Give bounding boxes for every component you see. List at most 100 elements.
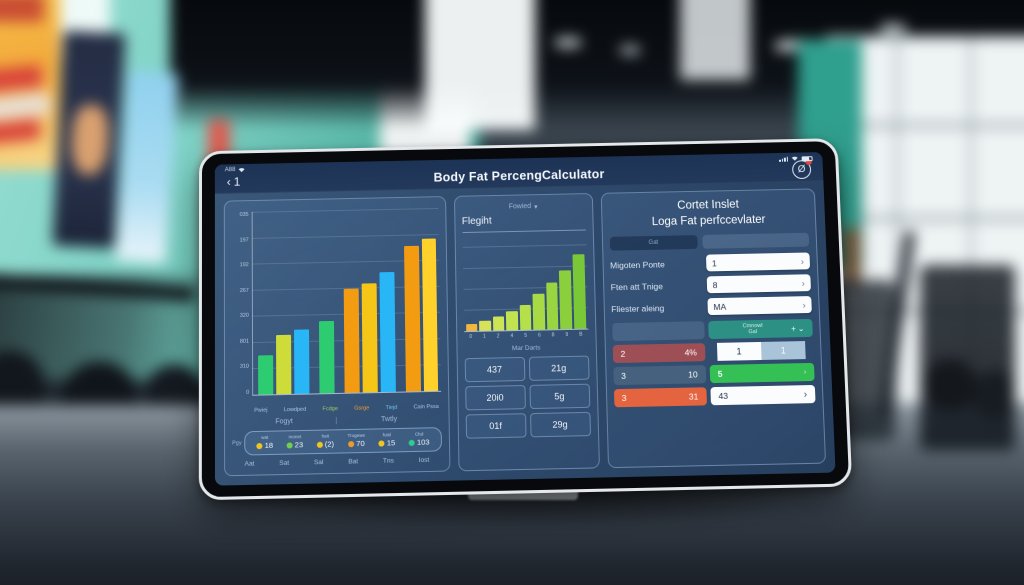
- chart-bar: [404, 246, 421, 392]
- form-label: Ften att Tnige: [611, 280, 701, 292]
- calculator-panel: Cortet Inslet Loga Fat perfccevlater Gat…: [600, 188, 826, 468]
- x-tick-label: 8: [552, 332, 555, 338]
- legend-dot-icon: [257, 442, 263, 448]
- x-tick-label: 2: [497, 333, 500, 339]
- result-input[interactable]: 43 ›: [710, 385, 815, 405]
- x-tick-label: 4: [510, 333, 513, 339]
- legend-row: Pgy wat 18 monet 23 heit (2) Trogewe 70 futsl 15 C…: [232, 427, 441, 456]
- y-tick-label: 267: [240, 288, 249, 294]
- dropdown-label: Fowied: [509, 203, 532, 211]
- stat-cell-orange[interactable]: 3 31: [614, 387, 707, 407]
- ceiling-light: [880, 24, 906, 33]
- footer-label: Bat: [348, 458, 358, 465]
- y-tick-label: 192: [240, 262, 249, 268]
- legend-value: (2): [325, 439, 334, 448]
- input-field[interactable]: 1 ›: [706, 252, 810, 271]
- footer-label: Tns: [383, 457, 394, 464]
- wifi-icon: [237, 167, 245, 173]
- form-label: Fliester aleing: [611, 302, 701, 314]
- input-field[interactable]: 8 ›: [706, 274, 811, 293]
- split-cell[interactable]: 1 1: [709, 341, 814, 361]
- stat-cell-slate[interactable]: 3 10: [613, 365, 706, 385]
- wifi-icon: [791, 156, 799, 162]
- y-tick-label: 320: [240, 313, 249, 319]
- chart-bar: [466, 324, 478, 331]
- tab-gat[interactable]: Gat: [609, 235, 697, 251]
- legend-dot-icon: [317, 441, 323, 447]
- legend: wat 18 monet 23 heit (2) Trogewe 70 futsl 15 Chd 10…: [245, 427, 442, 455]
- footer-label: Aat: [245, 460, 255, 467]
- skylight: [680, 0, 750, 80]
- ceiling-light: [620, 46, 640, 54]
- y-tick-label: 801: [240, 338, 249, 344]
- legend-dot-icon: [287, 442, 293, 448]
- form-row: Migoten Ponte 1 ›: [610, 252, 810, 273]
- table-cell: 21g: [528, 356, 589, 381]
- footer-label: Sat: [279, 460, 289, 467]
- table-cell: 01f: [465, 413, 526, 439]
- chevron-down-icon: ▾: [534, 203, 538, 211]
- legend-tag: futsl: [383, 432, 391, 437]
- legend-item: futsl 15: [379, 432, 396, 448]
- column-header: Twtly: [337, 415, 441, 424]
- green-action-button[interactable]: 5 ›: [709, 363, 814, 383]
- legend-item: wat 18: [257, 435, 274, 451]
- legend-tag: wat: [261, 435, 268, 440]
- x-axis-label: Tiejd: [386, 405, 398, 411]
- plus-icon[interactable]: +: [791, 324, 796, 333]
- form-label: Migoten Ponte: [610, 258, 700, 270]
- x-tick-label: 6: [538, 333, 541, 339]
- stat-value: 31: [689, 391, 699, 401]
- chart-bar: [519, 304, 531, 330]
- input-value: 8: [713, 280, 718, 290]
- control-button[interactable]: Cmnowl Gal + ⌄: [708, 319, 813, 339]
- height-panel: Fowied ▾ Flegiht 0 1 2 4 5 6 8 9 B Mar Darts 437…: [453, 193, 599, 471]
- legend-dot-icon: [409, 439, 415, 445]
- stat-value: 3: [621, 371, 626, 381]
- chart-bar: [559, 270, 572, 329]
- footer-label: Sal: [314, 459, 324, 466]
- x-tick-label: B: [579, 332, 582, 338]
- legend-value-row: 70: [348, 439, 365, 448]
- growth-bar-chart: [462, 244, 588, 332]
- legend-tag: Chd: [415, 432, 423, 437]
- chevron-down-icon[interactable]: ⌄: [798, 324, 805, 333]
- legend-value: 18: [265, 441, 273, 450]
- form-row: Fliester aleing MA ›: [611, 296, 812, 317]
- y-axis: 035 197 192 267 320 801 310 0: [232, 212, 252, 408]
- legend-value-row: 23: [287, 440, 304, 449]
- bar-chart: 035 197 192 267 320 801 310 0: [232, 204, 441, 408]
- chart-bar: [294, 329, 309, 394]
- table-caption: Mar Darts: [464, 344, 588, 354]
- tab-blank[interactable]: [702, 233, 809, 249]
- plot-area: [252, 208, 441, 396]
- bars: [464, 244, 586, 331]
- x-axis-label: Pwiej: [254, 408, 267, 414]
- chart-bar: [493, 316, 505, 331]
- chart-bar: [276, 335, 291, 394]
- chart-bar: [258, 355, 273, 395]
- main-chart-panel: 035 197 192 267 320 801 310 0 Pwiej Lowdped Fcdge…: [224, 196, 450, 476]
- split-left: 1: [717, 342, 762, 361]
- chart-bar: [479, 320, 491, 330]
- chart-bar: [546, 283, 559, 330]
- input-value: MA: [713, 301, 726, 311]
- stat-value: 10: [688, 369, 698, 379]
- chevron-right-icon: ›: [804, 369, 807, 376]
- stat-value: 3: [622, 393, 627, 403]
- chart-bar: [343, 289, 359, 393]
- stat-value: 2: [620, 349, 625, 359]
- wood-post: [842, 228, 860, 286]
- gym-photo-scene: A88 ‹ 1: [0, 0, 1024, 585]
- column-headers: Fogyt Twtly: [232, 415, 441, 426]
- chevron-right-icon: ›: [802, 300, 805, 310]
- stat-cell-red[interactable]: 2 4%: [612, 343, 705, 363]
- input-value: 1: [712, 258, 717, 268]
- legend-value-row: 15: [379, 438, 396, 447]
- legend-item: monet 23: [287, 434, 304, 450]
- input-field[interactable]: MA ›: [707, 296, 812, 315]
- x-axis-label: Cain Pssa: [414, 404, 439, 411]
- x-tick-label: 0: [469, 334, 472, 340]
- table-cell: 29g: [530, 412, 591, 438]
- footer-label: Iost: [419, 457, 430, 464]
